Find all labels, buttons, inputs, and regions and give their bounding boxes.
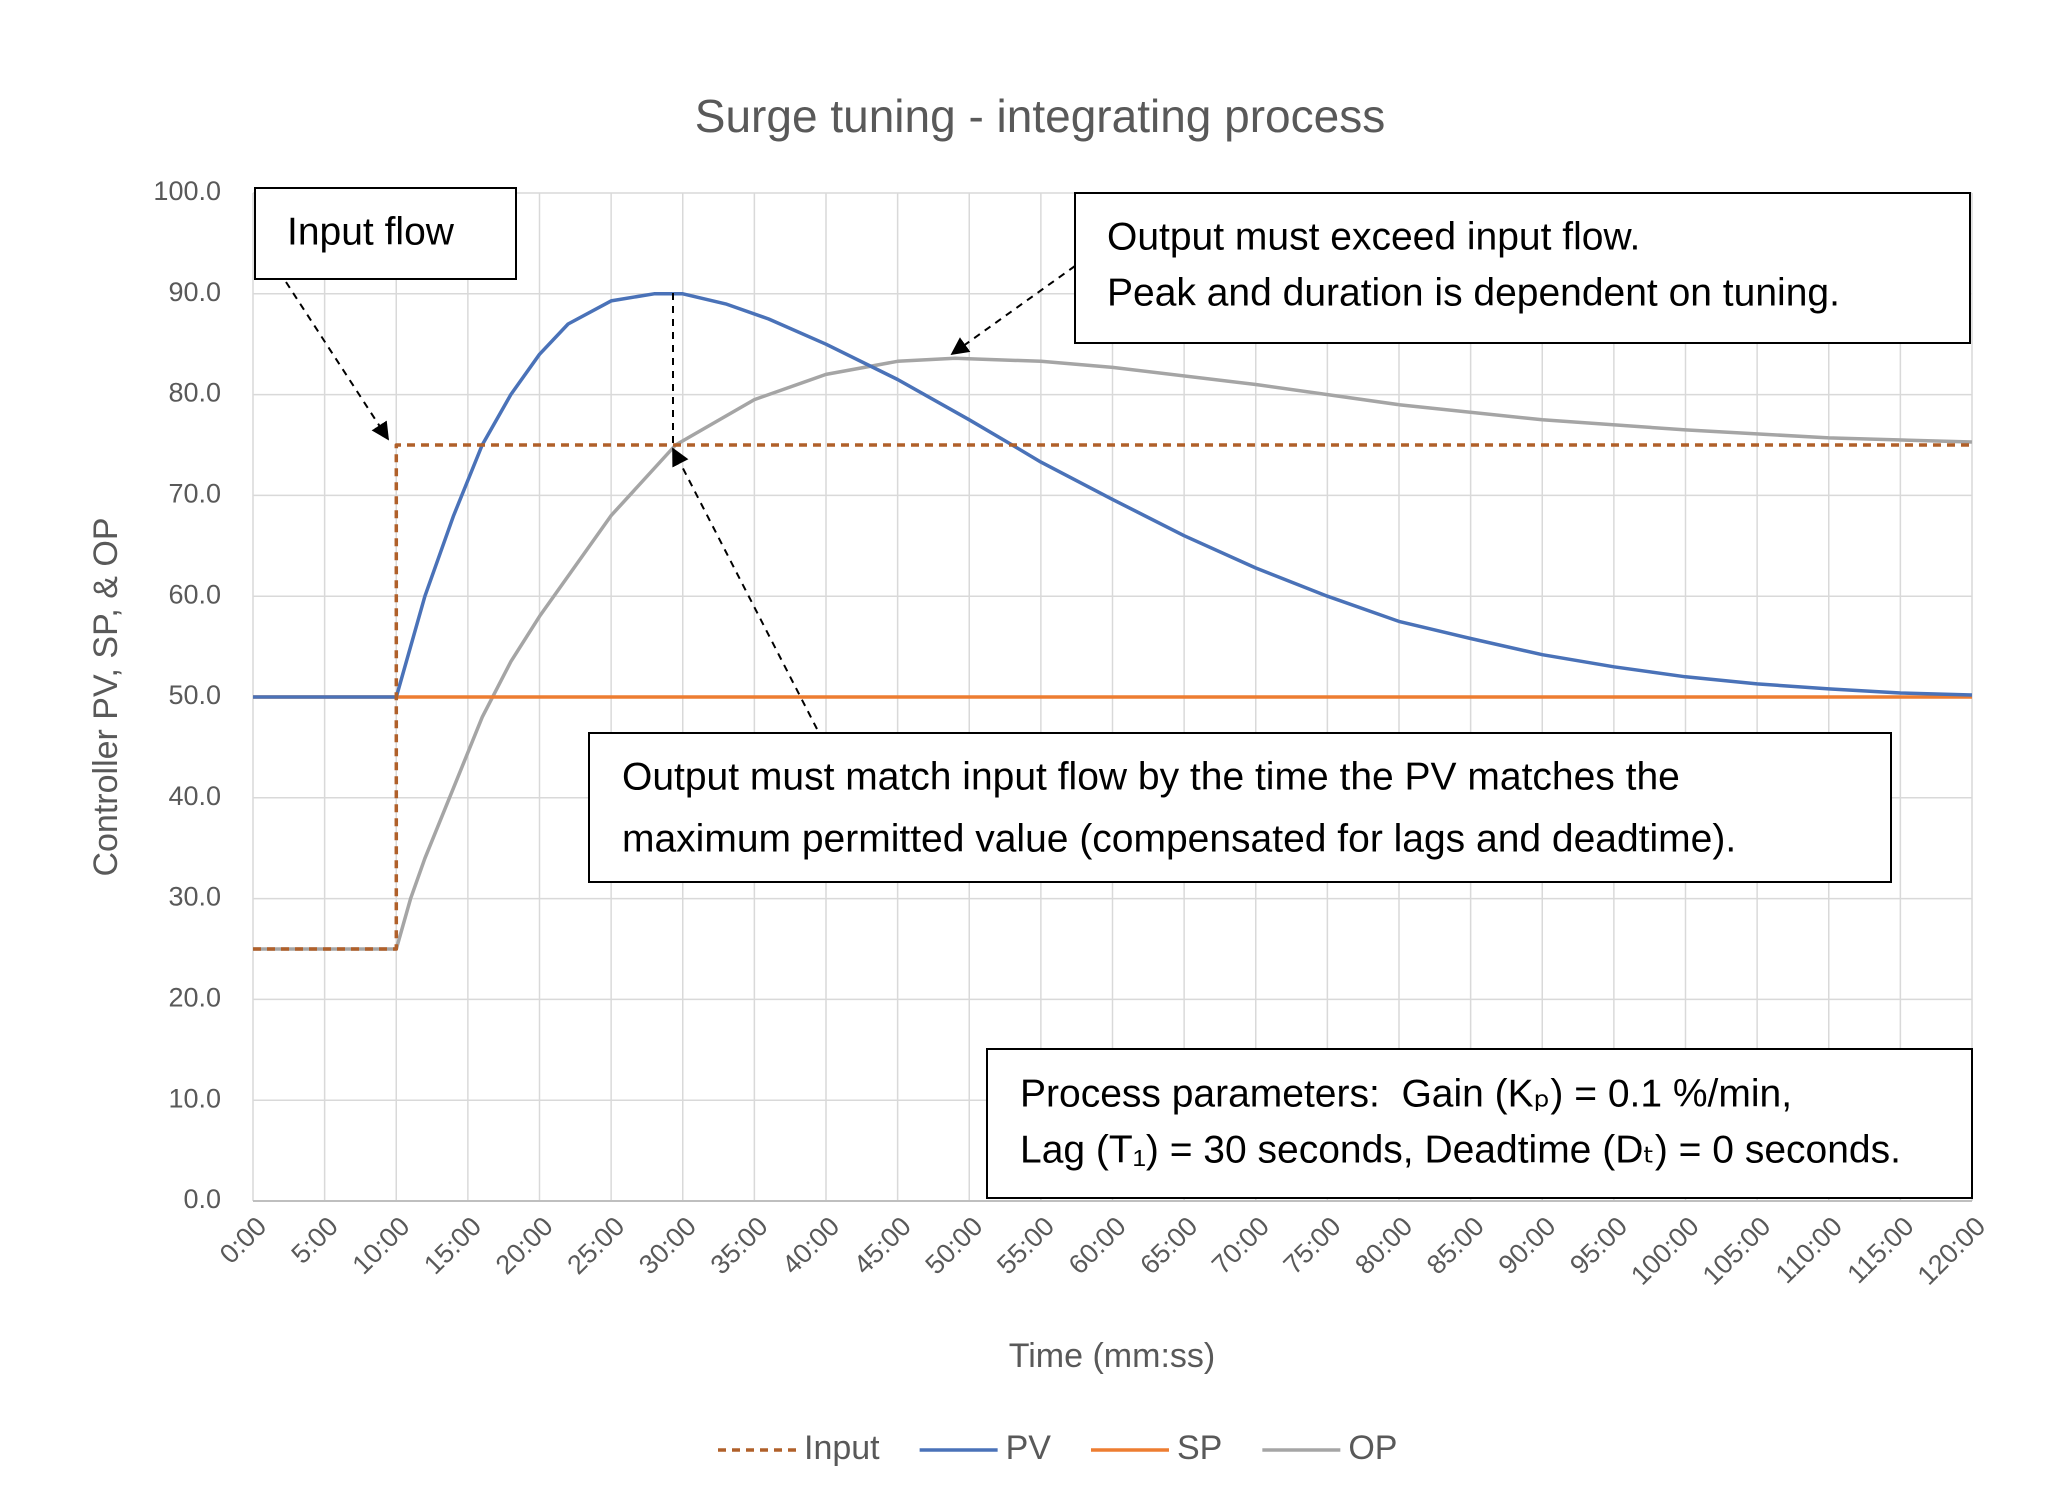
y-tick-label: 70.0 <box>168 479 221 509</box>
chart-title: Surge tuning - integrating process <box>695 90 1385 142</box>
legend: Input PV SP OP <box>718 1429 1397 1467</box>
y-tick-label: 60.0 <box>168 579 221 609</box>
series-line <box>253 356 1973 951</box>
plot <box>253 292 1973 951</box>
annotations: Input flow Output must exceed input flow.… <box>254 187 1973 1199</box>
y-tick-label: 10.0 <box>168 1083 221 1113</box>
y-tick-label: 40.0 <box>168 781 221 811</box>
annotation-text: Lag (T₁) = 30 seconds, Deadtime (Dₜ) = 0… <box>1020 1128 1901 1171</box>
annotation-box <box>986 1048 1973 1199</box>
legend-label: Input <box>804 1429 880 1467</box>
y-tick-label: 20.0 <box>168 983 221 1013</box>
annotation-text: Output must exceed input flow. <box>1107 215 1640 258</box>
y-tick-label: 100.0 <box>153 176 221 206</box>
y-tick-label: 80.0 <box>168 378 221 408</box>
series-line <box>253 292 1973 699</box>
y-tick-label: 30.0 <box>168 882 221 912</box>
legend-label: PV <box>1006 1429 1052 1467</box>
annotation-text: Input flow <box>287 210 455 253</box>
annotation-text: Peak and duration is dependent on tuning… <box>1107 271 1840 314</box>
arrow <box>285 281 389 441</box>
legend-label: SP <box>1177 1429 1222 1467</box>
legend-label: OP <box>1348 1429 1397 1467</box>
y-tick-label: 50.0 <box>168 680 221 710</box>
annotation-text: maximum permitted value (compensated for… <box>622 817 1736 860</box>
annotation-text: Output must match input flow by the time… <box>622 755 1680 798</box>
arrow <box>672 447 818 730</box>
annotation-box <box>254 187 517 280</box>
x-axis-label: Time (mm:ss) <box>1009 1337 1215 1375</box>
series-line <box>253 443 1972 951</box>
annotation-text: Process parameters: Gain (Kₚ) = 0.1 %/mi… <box>1020 1072 1792 1115</box>
y-tick-label: 0.0 <box>183 1184 221 1214</box>
annotation-box <box>1074 192 1971 344</box>
y-tick-label: 90.0 <box>168 277 221 307</box>
annotation-box <box>588 732 1892 883</box>
y-axis-label: Controller PV, SP, & OP <box>87 517 125 876</box>
